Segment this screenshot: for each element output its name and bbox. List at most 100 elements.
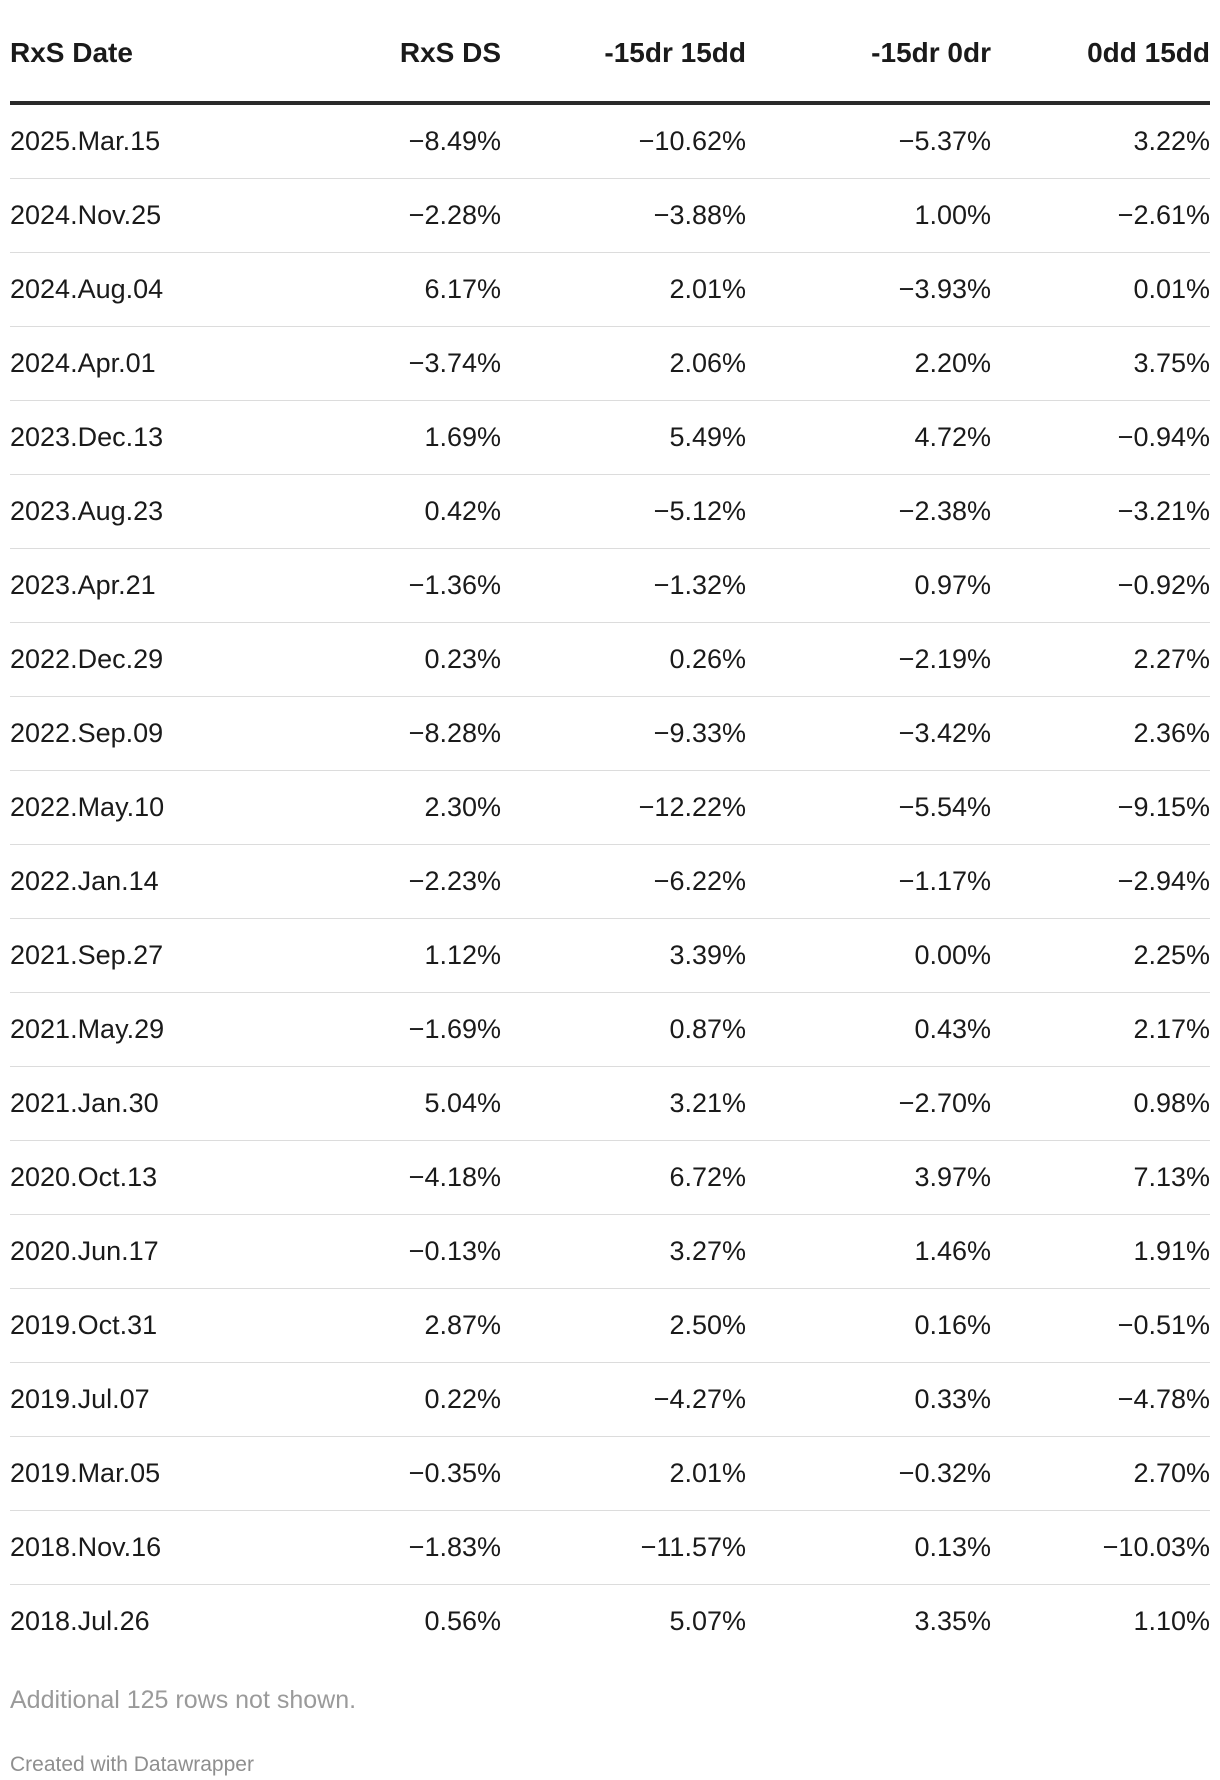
m15dr-15dd-cell: −5.12% — [501, 474, 746, 549]
rxs-ds-cell: 0.56% — [424, 1606, 501, 1636]
table-row: 2024.Aug.04 6.17% 2.01% −3.93% 0.01% — [10, 252, 1210, 327]
0dd-15dd-cell: −0.51% — [991, 1288, 1210, 1363]
m15dr-0dr-cell: −1.17% — [746, 844, 991, 919]
m15dr-15dd-cell: 2.06% — [501, 326, 746, 401]
0dd-15dd-cell: 2.27% — [991, 622, 1210, 697]
m15dr-0dr-cell: 4.72% — [746, 400, 991, 475]
rxs-ds-cell: 1.69% — [266, 400, 501, 475]
m15dr-15dd-cell: 5.49% — [501, 400, 746, 475]
m15dr-15dd-cell: 2.50% — [501, 1288, 746, 1363]
column-header-15dr-15dd[interactable]: -15dr 15dd — [501, 0, 746, 105]
date-cell: 2021.May.29 — [10, 992, 266, 1067]
m15dr-15dd-cell: 3.21% — [501, 1066, 746, 1141]
m15dr-15dd-cell: −4.27% — [501, 1362, 746, 1437]
0dd-15dd-cell: −2.94% — [991, 844, 1210, 919]
m15dr-15dd-cell: −3.88% — [501, 178, 746, 253]
m15dr-15dd-cell: 2.01% — [501, 252, 746, 327]
table-row: 2025.Mar.15 −8.49% −10.62% −5.37% 3.22% — [10, 103, 1210, 179]
m15dr-0dr-cell: 0.13% — [746, 1510, 991, 1585]
m15dr-0dr-cell: −2.70% — [746, 1066, 991, 1141]
m15dr-0dr-cell: −2.38% — [746, 474, 991, 549]
m15dr-15dd-cell: 0.87% — [501, 992, 746, 1067]
table-row: 2021.Jan.30 5.04% 3.21% −2.70% 0.98% — [10, 1066, 1210, 1141]
0dd-15dd-cell: −0.94% — [991, 400, 1210, 475]
column-header-15dr-0dr[interactable]: -15dr 0dr — [746, 0, 991, 105]
date-cell: 2020.Oct.13 — [10, 1140, 266, 1215]
datawrapper-credit[interactable]: Created with Datawrapper — [10, 1753, 254, 1776]
column-header-rxs-ds[interactable]: RxS DS — [266, 0, 501, 105]
0dd-15dd-cell: −10.03% — [991, 1510, 1210, 1585]
date-cell: 2018.Nov.16 — [10, 1510, 266, 1585]
rxs-ds-cell: −8.28% — [266, 696, 501, 771]
m15dr-0dr-cell: −3.42% — [746, 696, 991, 771]
m15dr-15dd-cell: −9.33% — [501, 696, 746, 771]
table-container: RxS Date RxS DS -15dr 15dd -15dr 0dr 0dd… — [10, 0, 1210, 1777]
m15dr-0dr-cell: 1.00% — [746, 178, 991, 253]
m15dr-0dr-cell: 3.97% — [746, 1140, 991, 1215]
table-header: RxS Date RxS DS -15dr 15dd -15dr 0dr 0dd… — [10, 0, 1210, 105]
m15dr-15dd-cell: −12.22% — [501, 770, 746, 845]
0dd-15dd-cell: −9.15% — [991, 770, 1210, 845]
0dd-15dd-cell: −3.21% — [991, 474, 1210, 549]
m15dr-0dr-cell: −2.19% — [746, 622, 991, 697]
rxs-ds-cell: −1.83% — [266, 1510, 501, 1585]
date-cell: 2023.Dec.13 — [10, 400, 266, 475]
date-cell: 2023.Apr.21 — [10, 548, 266, 623]
m15dr-0dr-cell: −5.37% — [746, 103, 991, 179]
date-cell: 2024.Nov.25 — [10, 178, 266, 253]
m15dr-0dr-cell: 0.43% — [746, 992, 991, 1067]
date-cell: 2022.May.10 — [10, 770, 266, 845]
m15dr-15dd-cell: −6.22% — [501, 844, 746, 919]
date-cell: 2019.Oct.31 — [10, 1288, 266, 1363]
rxs-ds-cell: 2.30% — [266, 770, 501, 845]
rxs-ds-cell: −0.35% — [266, 1436, 501, 1511]
rxs-ds-cell: −3.74% — [266, 326, 501, 401]
header-row: RxS Date RxS DS -15dr 15dd -15dr 0dr 0dd… — [10, 0, 1210, 105]
m15dr-15dd-cell: −11.57% — [501, 1510, 746, 1585]
m15dr-15dd-cell: 6.72% — [501, 1140, 746, 1215]
0dd-15dd-cell: −4.78% — [991, 1362, 1210, 1437]
table-row: 2021.Sep.27 1.12% 3.39% 0.00% 2.25% — [10, 918, 1210, 993]
date-cell: 2019.Jul.07 — [10, 1362, 266, 1437]
date-cell: 2022.Sep.09 — [10, 696, 266, 771]
0dd-15dd-cell: 1.10% — [1133, 1606, 1210, 1636]
table-row: 2023.Dec.13 1.69% 5.49% 4.72% −0.94% — [10, 400, 1210, 475]
m15dr-0dr-cell: 3.35% — [914, 1606, 991, 1636]
date-cell: 2024.Aug.04 — [10, 252, 266, 327]
m15dr-0dr-cell: 0.00% — [746, 918, 991, 993]
column-header-0dd-15dd[interactable]: 0dd 15dd — [991, 0, 1210, 105]
column-header-rxs-date[interactable]: RxS Date — [10, 0, 266, 105]
table-row: 2022.May.10 2.30% −12.22% −5.54% −9.15% — [10, 770, 1210, 845]
0dd-15dd-cell: 2.36% — [991, 696, 1210, 771]
table-row: 2023.Apr.21 −1.36% −1.32% 0.97% −0.92% — [10, 548, 1210, 623]
table-row: 2021.May.29 −1.69% 0.87% 0.43% 2.17% — [10, 992, 1210, 1067]
table-row: 2019.Mar.05 −0.35% 2.01% −0.32% 2.70% — [10, 1436, 1210, 1511]
date-cell: 2021.Sep.27 — [10, 918, 266, 993]
rxs-ds-cell: −2.28% — [266, 178, 501, 253]
table-row: 2022.Dec.29 0.23% 0.26% −2.19% 2.27% — [10, 622, 1210, 697]
0dd-15dd-cell: 3.75% — [991, 326, 1210, 401]
table-row: 2018.Jul.26 0.56% 5.07% 3.35% 1.10% — [10, 1585, 1210, 1659]
0dd-15dd-cell: −2.61% — [991, 178, 1210, 253]
rxs-ds-cell: 0.23% — [266, 622, 501, 697]
m15dr-15dd-cell: 2.01% — [501, 1436, 746, 1511]
date-cell: 2022.Dec.29 — [10, 622, 266, 697]
table-row: 2020.Oct.13 −4.18% 6.72% 3.97% 7.13% — [10, 1140, 1210, 1215]
0dd-15dd-cell: 7.13% — [991, 1140, 1210, 1215]
m15dr-0dr-cell: −5.54% — [746, 770, 991, 845]
table-row: 2024.Nov.25 −2.28% −3.88% 1.00% −2.61% — [10, 178, 1210, 253]
m15dr-0dr-cell: −3.93% — [746, 252, 991, 327]
rxs-ds-cell: −1.69% — [266, 992, 501, 1067]
0dd-15dd-cell: 0.01% — [991, 252, 1210, 327]
rows-not-shown-note: Additional 125 rows not shown. — [10, 1686, 357, 1714]
0dd-15dd-cell: 3.22% — [991, 103, 1210, 179]
table-row: 2020.Jun.17 −0.13% 3.27% 1.46% 1.91% — [10, 1214, 1210, 1289]
m15dr-15dd-cell: −1.32% — [501, 548, 746, 623]
date-cell: 2022.Jan.14 — [10, 844, 266, 919]
rxs-ds-cell: −2.23% — [266, 844, 501, 919]
rxs-ds-cell: 5.04% — [266, 1066, 501, 1141]
table-row: 2022.Jan.14 −2.23% −6.22% −1.17% −2.94% — [10, 844, 1210, 919]
table-row: 2019.Jul.07 0.22% −4.27% 0.33% −4.78% — [10, 1362, 1210, 1437]
0dd-15dd-cell: 1.91% — [991, 1214, 1210, 1289]
date-cell: 2023.Aug.23 — [10, 474, 266, 549]
